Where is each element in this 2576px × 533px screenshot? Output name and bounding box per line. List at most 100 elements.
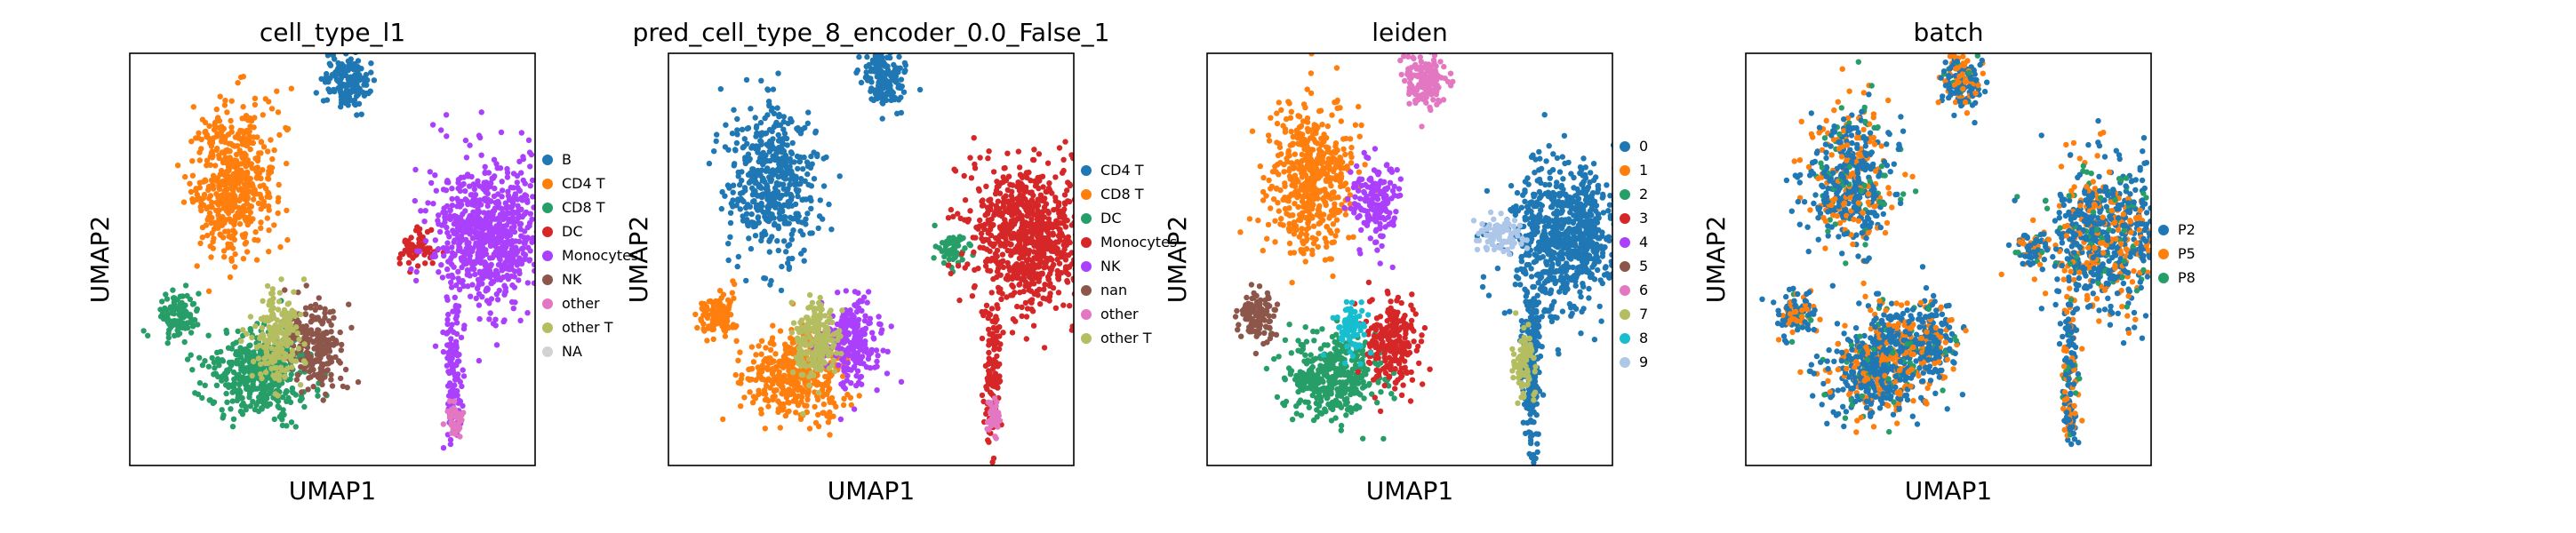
scatter-point-Monocytes xyxy=(1029,268,1036,274)
scatter-point-CD4 T xyxy=(856,53,862,60)
scatter-point-CD8 T xyxy=(228,362,235,369)
scatter-point-DC xyxy=(946,256,953,263)
scatter-point-B xyxy=(339,61,345,68)
scatter-point-other T xyxy=(272,339,278,346)
scatter-point-CD8 T xyxy=(264,395,270,402)
scatter-point-NK xyxy=(845,331,852,338)
scatter-point-Monocytes xyxy=(480,275,486,282)
scatter-point-B xyxy=(327,62,334,68)
scatter-point-Monocytes xyxy=(518,260,525,267)
scatter-point-CD4 T xyxy=(268,164,274,171)
scatter-point-CD8 T xyxy=(840,373,846,379)
scatter-point-Monocytes xyxy=(469,282,476,288)
scatter-point-DC xyxy=(424,249,431,255)
scatter-point-Monocytes xyxy=(951,166,957,172)
scatter-point-DC xyxy=(404,239,411,245)
scatter-point-Monocytes xyxy=(555,307,560,313)
scatter-point-Monocytes xyxy=(452,294,458,300)
scatter-point-NK xyxy=(857,346,863,353)
scatter-point-CD4 T xyxy=(271,222,277,228)
scatter-point-Monocytes xyxy=(449,195,455,203)
scatter-point-Monocytes xyxy=(1080,251,1085,256)
scatter-point-CD4 T xyxy=(765,99,772,105)
scatter-point-CD8 T xyxy=(772,387,778,394)
scatter-point-B xyxy=(353,93,360,99)
scatter-point-CD4 T xyxy=(780,155,787,162)
scatter-point-Monocytes xyxy=(1010,249,1016,256)
scatter-point-CD8 T xyxy=(820,382,826,388)
scatter-point-CD4 T xyxy=(234,165,241,171)
scatter-point-B xyxy=(325,79,332,85)
scatter-point-Monocytes xyxy=(515,248,521,254)
scatter-point-NK xyxy=(862,313,868,319)
scatter-point-CD4 T xyxy=(858,79,865,86)
scatter-point-CD8 T xyxy=(733,338,740,344)
scatter-point-DC xyxy=(429,260,436,266)
scatter-point-CD4 T xyxy=(208,254,214,260)
scatter-point-Monocytes xyxy=(975,226,981,232)
scatter-point-CD4 T xyxy=(732,161,738,167)
scatter-point-other T xyxy=(302,360,308,366)
scatter-point-CD4 T xyxy=(865,76,871,82)
legend-marker xyxy=(542,203,553,213)
scatter-point-CD8 T xyxy=(271,416,277,423)
scatter-point-CD8 T xyxy=(297,397,304,403)
scatter-point-CD8 T xyxy=(782,412,788,419)
scatter-point-Monocytes xyxy=(1035,292,1041,298)
scatter-point-Monocytes xyxy=(994,373,1000,379)
scatter-point-CD4 T xyxy=(275,109,282,115)
scatter-point-Monocytes xyxy=(454,195,460,202)
scatter-point-Monocytes xyxy=(488,180,494,187)
scatter-point-other T xyxy=(298,311,304,318)
scatter-point-other T xyxy=(262,369,269,376)
scatter-point-Monocytes xyxy=(985,326,992,333)
scatter-point-Monocytes xyxy=(977,217,983,224)
scatter-point-Monocytes xyxy=(985,217,991,223)
scatter-point-CD8 T xyxy=(710,304,716,310)
scatter-point-Monocytes xyxy=(1052,223,1060,229)
scatter-point-CD8 T xyxy=(281,411,287,418)
scatter-point-CD4 T xyxy=(863,69,869,76)
scatter-point-CD4 T xyxy=(785,199,791,205)
scatter-point-CD4 T xyxy=(236,220,244,227)
scatter-point-Monocytes xyxy=(522,228,528,235)
scatter-point-CD4 T xyxy=(739,126,746,132)
scatter-point-Monocytes xyxy=(985,155,991,162)
scatter-point-Monocytes xyxy=(985,314,991,322)
scatter-point-CD4 T xyxy=(786,242,793,248)
scatter-point-Monocytes xyxy=(962,197,969,203)
scatter-point-CD8 T xyxy=(789,351,796,357)
scatter-point-Monocytes xyxy=(491,156,498,163)
scatter-point-other xyxy=(456,411,462,418)
scatter-point-Monocytes xyxy=(432,343,439,349)
scatter-point-B xyxy=(342,99,348,107)
scatter-point-B xyxy=(343,53,349,57)
scatter-point-Monocytes xyxy=(518,170,524,176)
scatter-point-CD4 T xyxy=(746,235,752,242)
scatter-point-CD8 T xyxy=(759,362,765,369)
scatter-point-NK xyxy=(293,319,300,325)
scatter-point-CD4 T xyxy=(239,209,245,216)
scatter-point-NK xyxy=(859,354,866,360)
scatter-point-Monocytes xyxy=(496,233,502,240)
scatter-point-NK xyxy=(310,338,317,346)
scatter-point-CD4 T xyxy=(201,191,208,198)
scatter-point-other T xyxy=(271,351,277,357)
scatter-point-NK xyxy=(874,358,880,365)
scatter-point-Monocytes xyxy=(1039,173,1046,179)
scatter-point-Monocytes xyxy=(492,173,498,179)
scatter-point-CD4 T xyxy=(242,241,248,247)
scatter-point-CD4 T xyxy=(863,63,869,70)
scatter-point-DC xyxy=(412,227,420,234)
legend-marker xyxy=(542,251,553,261)
scatter-point-Monocytes xyxy=(508,219,514,225)
scatter-point-other T xyxy=(238,338,244,344)
scatter-point-other T xyxy=(268,345,275,352)
scatter-point-CD4 T xyxy=(815,225,821,232)
scatter-point-Monocytes xyxy=(978,230,985,237)
scatter-point-Monocytes xyxy=(1020,252,1027,259)
scatter-point-Monocytes xyxy=(1055,290,1062,296)
scatter-point-CD8 T xyxy=(145,332,151,338)
scatter-point-Monocytes xyxy=(501,264,508,270)
